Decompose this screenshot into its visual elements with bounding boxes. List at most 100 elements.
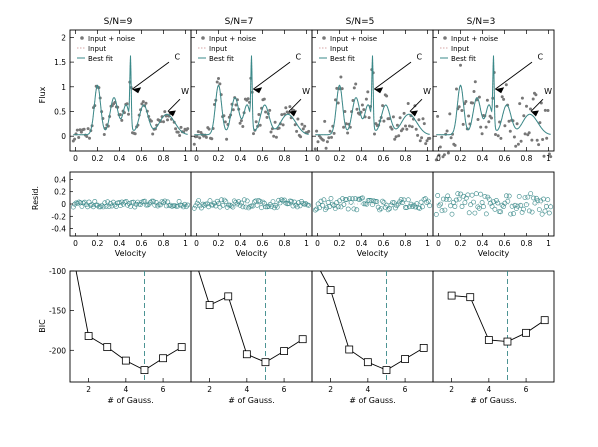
resid-point xyxy=(462,200,468,205)
noisy-point xyxy=(120,118,124,122)
noisy-point xyxy=(507,119,511,123)
x-tick-label: 0.8 xyxy=(279,154,291,163)
noisy-point xyxy=(223,120,227,124)
arrow-w xyxy=(288,98,302,112)
x-tick-label: 0.2 xyxy=(92,239,104,248)
noisy-point xyxy=(210,137,214,141)
resid-point xyxy=(300,200,306,206)
y-tick-label: -0.4 xyxy=(51,225,66,234)
noisy-point xyxy=(280,113,284,117)
resid-point xyxy=(251,199,257,205)
legend: Input + noise Input Best fit xyxy=(198,35,256,63)
noisy-point xyxy=(346,131,350,135)
noisy-point xyxy=(241,125,245,128)
noisy-point xyxy=(398,116,402,120)
x-tick-label: 0.8 xyxy=(521,154,533,163)
resid-point xyxy=(132,204,138,210)
resid-x-label: Velocity xyxy=(236,249,268,258)
noisy-point xyxy=(254,120,258,124)
resid-point xyxy=(449,211,455,217)
resid-x-label: Velocity xyxy=(115,249,147,258)
resid-point xyxy=(244,198,250,204)
bic-marker xyxy=(224,292,233,301)
noisy-point xyxy=(373,132,376,136)
noisy-point xyxy=(340,87,344,91)
bic-marker xyxy=(503,337,512,346)
noisy-point xyxy=(195,135,199,138)
x-tick-label: 0.2 xyxy=(213,154,225,163)
bic-marker xyxy=(177,343,186,352)
resid-point xyxy=(297,203,303,209)
legend-fit: Best fit xyxy=(330,55,355,63)
noisy-point xyxy=(448,112,452,116)
resid-point xyxy=(456,196,462,202)
noisy-point xyxy=(231,108,235,112)
label-c: C xyxy=(175,53,181,62)
x-tick-label: 6 xyxy=(161,385,166,394)
resid-point xyxy=(512,202,518,208)
resid-point xyxy=(368,197,374,203)
resid-point xyxy=(433,211,439,217)
resid-point xyxy=(526,208,532,214)
resid-point xyxy=(522,195,528,200)
noisy-point xyxy=(178,134,182,137)
noisy-point xyxy=(88,136,91,140)
legend-noisy-marker xyxy=(80,36,84,40)
x-tick-label: 0.4 xyxy=(356,154,368,163)
bic-marker xyxy=(261,358,270,367)
resid-point xyxy=(452,204,458,209)
bic-line xyxy=(319,271,424,371)
noisy-point xyxy=(401,127,405,131)
resid-point xyxy=(75,200,80,206)
x-tick-label: 0.4 xyxy=(356,239,368,248)
resid-point xyxy=(488,200,493,206)
resid-point xyxy=(458,191,463,197)
resid-point xyxy=(548,204,554,210)
x-tick-label: 0.8 xyxy=(158,239,170,248)
resid-point xyxy=(351,206,357,212)
y-tick-label: -200 xyxy=(49,346,66,355)
noisy-point xyxy=(336,101,340,105)
resid-point xyxy=(471,199,476,205)
resid-point xyxy=(203,201,209,207)
legend-noisy: Input + noise xyxy=(451,35,498,43)
noisy-point xyxy=(490,116,493,120)
x-tick-label: 0.2 xyxy=(455,154,467,163)
resid-point xyxy=(380,198,385,204)
noisy-point xyxy=(446,151,450,155)
resid-point xyxy=(381,199,387,205)
panel-titles: S/N=9 S/N=7 S/N=5 S/N=3 xyxy=(104,17,496,27)
noisy-point xyxy=(284,106,288,110)
noisy-point xyxy=(424,142,428,146)
resid-point xyxy=(495,200,501,206)
legend-noisy: Input + noise xyxy=(330,35,377,43)
resid-point xyxy=(229,203,234,209)
resid-point xyxy=(468,202,473,208)
resid-point xyxy=(259,205,264,211)
arrow-c-head xyxy=(495,87,505,94)
y-tick-label: 0.2 xyxy=(54,188,66,197)
noisy-point xyxy=(471,101,475,105)
x-tick-label: 0.4 xyxy=(235,154,247,163)
resid-point xyxy=(398,197,404,202)
resid-point xyxy=(378,206,384,211)
resid-point xyxy=(70,204,76,210)
noisy-point xyxy=(352,86,356,90)
bic-frame xyxy=(69,270,192,383)
resid-point xyxy=(108,200,113,206)
panel-title-sn9: S/N=9 xyxy=(104,17,133,27)
label-c: C xyxy=(538,53,544,62)
bic-marker xyxy=(466,293,475,302)
noisy-point xyxy=(416,133,420,137)
noisy-point xyxy=(321,138,325,142)
legend-noisy-marker xyxy=(201,36,205,40)
noisy-point xyxy=(217,77,220,80)
resid-point xyxy=(390,200,395,205)
noisy-point xyxy=(537,143,541,147)
legend-input: Input xyxy=(451,45,469,53)
y-tick-label: -150 xyxy=(49,307,66,316)
x-tick-label: 6 xyxy=(403,385,408,394)
arrow-c-head xyxy=(374,87,384,94)
resid-point xyxy=(98,204,103,210)
resid-point xyxy=(375,204,381,210)
